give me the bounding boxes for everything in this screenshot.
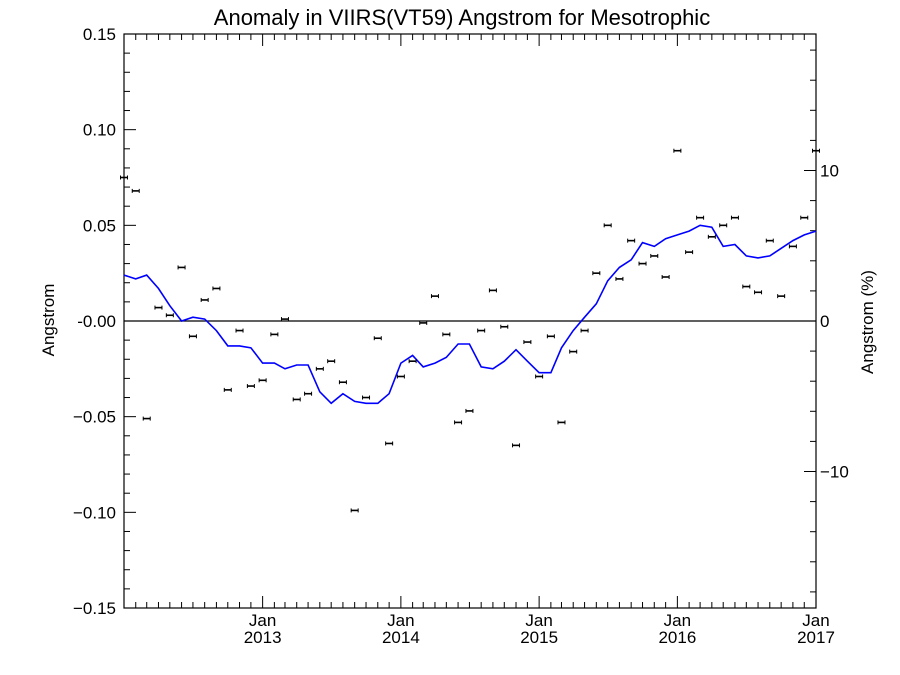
x-tick-year-label: 2015 — [520, 628, 558, 647]
data-point — [304, 391, 313, 396]
data-point — [546, 334, 555, 339]
y2-tick-label: 0 — [820, 312, 829, 331]
data-point — [188, 334, 197, 339]
data-point — [212, 286, 221, 291]
y2-tick-label: 10 — [820, 162, 839, 181]
data-point — [315, 366, 324, 371]
x-tick-month-label: Jan — [387, 611, 414, 630]
y-tick-label: 0.10 — [83, 121, 116, 140]
data-point — [719, 223, 728, 228]
data-point — [430, 294, 439, 299]
data-point — [338, 380, 347, 385]
data-point — [742, 284, 751, 289]
data-point — [569, 349, 578, 354]
data-points — [120, 148, 820, 513]
y-tick-label: -0.00 — [77, 312, 116, 331]
y2-tick-label: −10 — [820, 462, 849, 481]
data-point — [246, 384, 255, 389]
y-tick-label: −0.15 — [73, 599, 116, 618]
data-point — [419, 320, 428, 325]
data-point — [615, 276, 624, 281]
data-point — [512, 443, 521, 448]
data-point — [454, 420, 463, 425]
data-point — [535, 374, 544, 379]
data-point — [685, 250, 694, 255]
data-point — [580, 328, 589, 333]
data-point — [800, 215, 809, 220]
data-point — [627, 238, 636, 243]
data-point — [557, 420, 566, 425]
chart-title: Anomaly in VIIRS(VT59) Angstrom for Meso… — [214, 5, 710, 30]
data-point — [373, 336, 382, 341]
data-point — [442, 332, 451, 337]
data-point — [788, 244, 797, 249]
x-tick-month-label: Jan — [249, 611, 276, 630]
x-tick-year-label: 2016 — [658, 628, 696, 647]
data-point — [258, 378, 267, 383]
y-tick-label: −0.10 — [73, 503, 116, 522]
data-point — [177, 265, 186, 270]
data-point — [500, 324, 509, 329]
y-axis-right: 10 0 −10 — [804, 49, 849, 593]
x-tick-year-label: 2014 — [382, 628, 420, 647]
data-point — [235, 328, 244, 333]
data-point — [465, 408, 474, 413]
data-point — [730, 215, 739, 220]
data-point — [477, 328, 486, 333]
data-point — [142, 416, 151, 421]
y-tick-label: 0.05 — [83, 216, 116, 235]
data-point — [707, 234, 716, 239]
data-point — [385, 441, 394, 446]
data-point — [292, 397, 301, 402]
data-point — [131, 188, 140, 193]
x-tick-month-label: Jan — [664, 611, 691, 630]
x-tick-year-label: 2013 — [244, 628, 282, 647]
data-point — [765, 238, 774, 243]
data-point — [280, 317, 289, 322]
data-point — [350, 508, 359, 513]
data-point — [223, 387, 232, 392]
data-point — [362, 395, 371, 400]
data-point — [396, 374, 405, 379]
data-point — [488, 288, 497, 293]
y-axis-left: 0.15 0.10 0.05 -0.00 −0.05 −0.10 −0.15 — [73, 25, 136, 618]
data-point — [154, 305, 163, 310]
data-point — [812, 148, 820, 153]
data-point — [603, 223, 612, 228]
data-point — [650, 253, 659, 258]
data-point — [408, 359, 417, 364]
y-axis-label-left: Angstrom — [39, 284, 58, 357]
data-point — [120, 175, 128, 180]
data-point — [200, 297, 209, 302]
y-tick-label: 0.15 — [83, 25, 116, 44]
data-point — [777, 294, 786, 299]
x-tick-year-label: 2017 — [797, 628, 835, 647]
data-point — [661, 274, 670, 279]
data-point — [327, 359, 336, 364]
x-tick-month-label: Jan — [525, 611, 552, 630]
y-tick-label: −0.05 — [73, 408, 116, 427]
x-tick-month-label: Jan — [802, 611, 829, 630]
data-point — [165, 313, 174, 318]
y-axis-label-right: Angstrom (%) — [858, 270, 877, 374]
data-point — [754, 290, 763, 295]
data-point — [638, 261, 647, 266]
data-point — [270, 332, 279, 337]
data-point — [523, 340, 532, 345]
data-point — [696, 215, 705, 220]
smoothed-series-line — [123, 224, 817, 405]
data-point — [592, 271, 601, 276]
data-point — [673, 148, 682, 153]
